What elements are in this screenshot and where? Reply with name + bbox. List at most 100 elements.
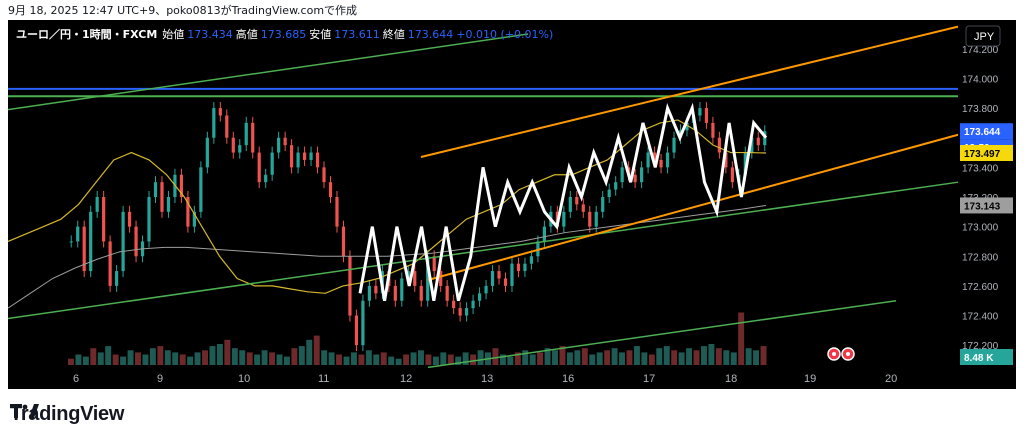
volume-bar <box>82 356 89 365</box>
candle-body <box>354 315 359 346</box>
candle-body <box>581 204 585 212</box>
candle-body <box>367 285 371 301</box>
volume-bar <box>209 346 216 365</box>
volume-bar <box>589 354 596 365</box>
candle-body <box>95 197 99 212</box>
candle-body <box>672 137 676 153</box>
y-tick-label: 174.000 <box>962 74 999 85</box>
volume-bar <box>529 354 536 365</box>
volume-bar <box>388 356 395 365</box>
candle-body <box>121 211 125 272</box>
chart-panel[interactable]: 174.200174.000173.800173.600173.400173.2… <box>8 20 1016 389</box>
candle-body <box>750 137 754 153</box>
volume-bar <box>246 352 253 365</box>
low-value: 173.611 <box>334 28 380 41</box>
candle-body <box>153 182 158 197</box>
green-trendline-lower[interactable] <box>427 299 897 369</box>
x-tick-label: 12 <box>400 373 412 385</box>
candle-body <box>322 167 326 183</box>
currency-button[interactable] <box>965 25 1001 47</box>
x-tick-label: 18 <box>725 373 737 385</box>
volume-bar <box>663 346 670 365</box>
volume-bar <box>239 350 246 365</box>
volume-bar <box>187 356 194 365</box>
volume-bar <box>596 352 603 365</box>
green-trendline-support[interactable] <box>8 181 959 320</box>
volume-bar <box>499 354 506 365</box>
volume-bar <box>306 339 313 365</box>
volume-badge: 8.48 K <box>964 353 994 364</box>
volume-bar <box>462 352 469 365</box>
y-tick-label: 173.000 <box>962 223 999 234</box>
candle-body <box>69 241 73 243</box>
candle-body <box>497 271 501 279</box>
volume-bar <box>544 348 551 365</box>
volume-bar <box>745 348 752 365</box>
y-tick-label: 172.600 <box>962 282 999 293</box>
candle-body <box>102 197 106 242</box>
orange-channel-lower[interactable] <box>427 133 959 281</box>
volume-bar <box>343 356 350 365</box>
volume-bar <box>135 352 141 365</box>
volume-bar <box>604 350 611 365</box>
y-tick-label: 172.200 <box>962 341 999 352</box>
economic-event-dot <box>832 352 836 356</box>
x-tick-label: 6 <box>73 373 79 385</box>
y-tick-label: 174.200 <box>962 45 999 56</box>
x-tick-label: 16 <box>562 373 574 385</box>
volume-bar <box>700 346 707 365</box>
candle-body <box>192 211 196 227</box>
candle-body <box>568 197 572 212</box>
volume-bar <box>157 346 164 365</box>
candle-body <box>413 271 417 286</box>
volume-bar <box>566 352 573 365</box>
candle-body <box>244 122 248 146</box>
candle-body <box>724 152 728 168</box>
volume-bar <box>261 350 268 365</box>
volume-bar <box>686 348 693 365</box>
volume-bar <box>269 352 276 365</box>
volume-bar <box>291 348 298 365</box>
open-value: 173.434 <box>187 28 233 41</box>
candle-body <box>432 256 436 272</box>
brand-name: TradingView <box>10 403 125 425</box>
volume-bar <box>425 354 432 365</box>
candle-body <box>465 308 469 316</box>
volume-bar <box>626 350 633 365</box>
y-tick-label: 172.400 <box>962 312 999 323</box>
volume-bar <box>522 350 529 365</box>
volume-bar <box>432 356 439 365</box>
volume-bar <box>418 350 424 365</box>
candle-body <box>529 256 534 264</box>
candle-body <box>147 197 151 242</box>
high-label: 高値 <box>236 27 258 41</box>
candle-body <box>516 263 521 272</box>
price-chart[interactable]: 174.200174.000173.800173.600173.400173.2… <box>8 20 1016 389</box>
candle-body <box>264 174 268 183</box>
candle-body <box>328 182 333 197</box>
volume-bar <box>753 350 760 365</box>
chart-background <box>8 20 1016 389</box>
green-trendline-upper[interactable] <box>8 33 529 111</box>
tradingview-logo[interactable]: TradingView <box>10 403 124 426</box>
volume-bar <box>224 339 231 365</box>
candle-body <box>231 137 235 153</box>
volume-bar <box>507 356 514 365</box>
volume-bar <box>336 354 343 365</box>
candle-body <box>270 152 274 175</box>
candle-body <box>393 285 397 301</box>
candle-body <box>89 211 93 272</box>
orange-channel-upper[interactable] <box>420 25 959 158</box>
zigzag-drawing[interactable] <box>358 102 768 302</box>
change-value: +0.010 (+0.01%) <box>456 28 553 41</box>
candle-body <box>458 308 462 316</box>
candle-body <box>717 137 721 153</box>
x-tick-label: 13 <box>481 373 493 385</box>
volume-bar <box>641 352 648 365</box>
volume-bar <box>254 354 261 365</box>
x-tick-label: 20 <box>885 373 897 385</box>
economic-event-dot <box>846 352 850 356</box>
candle-body <box>335 197 339 227</box>
volume-bar <box>127 350 134 365</box>
volume-bar <box>358 354 365 365</box>
